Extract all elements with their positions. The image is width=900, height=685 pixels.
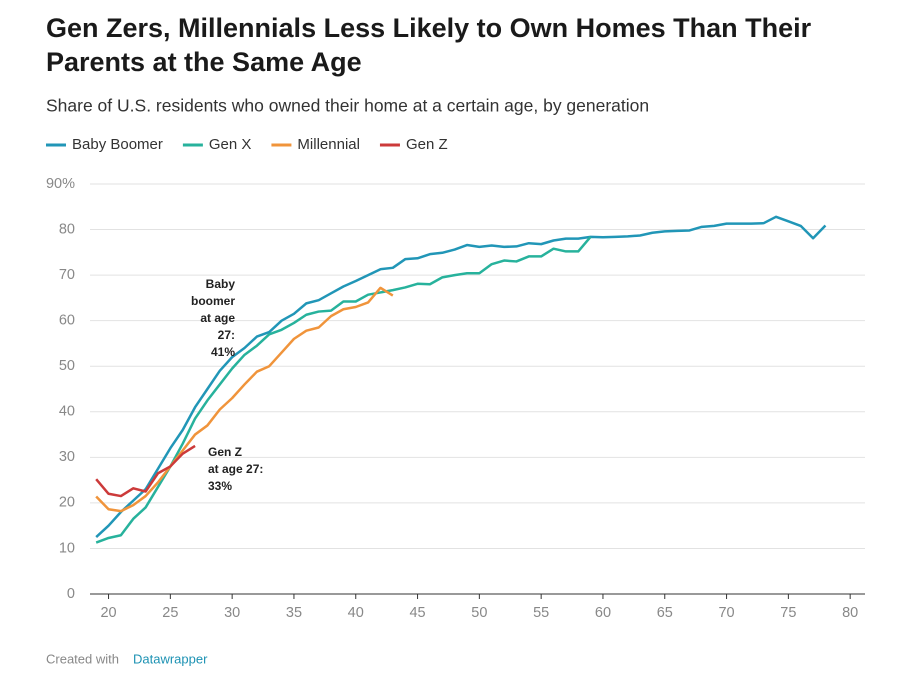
y-tick-label: 80 bbox=[59, 221, 75, 237]
series-line bbox=[95, 286, 394, 513]
x-tick-label: 50 bbox=[471, 605, 487, 621]
legend-label: Gen Z bbox=[406, 136, 448, 153]
annotation: 27: bbox=[218, 328, 235, 342]
x-tick-label: 40 bbox=[348, 605, 364, 621]
y-tick-label: 90% bbox=[46, 176, 75, 192]
y-tick-label: 40 bbox=[59, 404, 75, 420]
y-tick-label: 60 bbox=[59, 312, 75, 328]
x-tick-label: 55 bbox=[533, 605, 549, 621]
x-tick-label: 25 bbox=[162, 605, 178, 621]
y-tick-label: 10 bbox=[59, 540, 75, 556]
annotation: Gen Z bbox=[208, 445, 242, 459]
series-line bbox=[95, 236, 592, 544]
annotation: 33% bbox=[208, 479, 232, 493]
annotation: boomer bbox=[191, 294, 235, 308]
x-tick-label: 30 bbox=[224, 605, 240, 621]
series-line bbox=[95, 215, 827, 538]
x-tick-label: 75 bbox=[780, 605, 796, 621]
chart-title: Parents at the Same Age bbox=[46, 47, 362, 77]
annotation: at age 27: bbox=[208, 462, 263, 476]
y-tick-label: 70 bbox=[59, 267, 75, 283]
x-tick-label: 70 bbox=[718, 605, 734, 621]
series-line bbox=[95, 444, 196, 498]
footer-link[interactable]: Datawrapper bbox=[133, 651, 208, 666]
y-tick-label: 0 bbox=[67, 586, 75, 602]
annotation: at age bbox=[200, 311, 235, 325]
y-tick-label: 50 bbox=[59, 358, 75, 374]
annotation: 41% bbox=[211, 345, 235, 359]
x-tick-label: 20 bbox=[100, 605, 116, 621]
y-tick-label: 30 bbox=[59, 449, 75, 465]
legend-label: Gen X bbox=[209, 136, 252, 153]
legend-label: Baby Boomer bbox=[72, 136, 163, 153]
legend-label: Millennial bbox=[297, 136, 360, 153]
footer-text: Created with bbox=[46, 651, 119, 666]
chart-title: Gen Zers, Millennials Less Likely to Own… bbox=[46, 13, 812, 43]
x-tick-label: 65 bbox=[657, 605, 673, 621]
annotation: Baby bbox=[206, 277, 236, 291]
chart-subtitle: Share of U.S. residents who owned their … bbox=[46, 96, 649, 116]
x-tick-label: 35 bbox=[286, 605, 302, 621]
x-tick-label: 45 bbox=[409, 605, 425, 621]
x-tick-label: 80 bbox=[842, 605, 858, 621]
y-tick-label: 20 bbox=[59, 495, 75, 511]
x-tick-label: 60 bbox=[595, 605, 611, 621]
